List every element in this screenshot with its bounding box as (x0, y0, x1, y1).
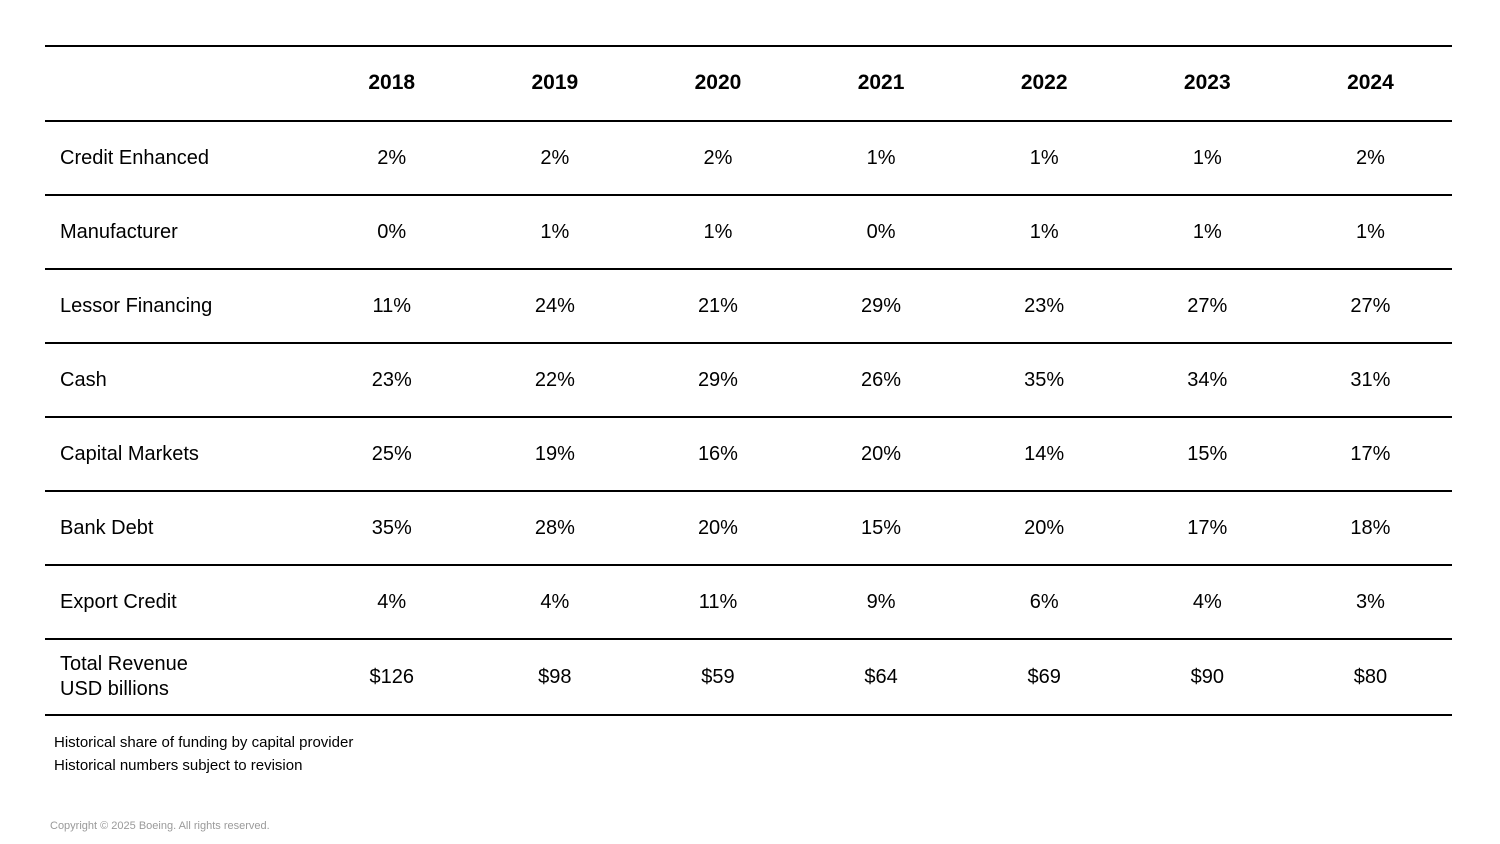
value-cell: 15% (1187, 442, 1228, 465)
value-cell: 6% (1029, 590, 1059, 613)
value-cell: 17% (1187, 516, 1228, 539)
value-cell: 16% (697, 442, 738, 465)
value-cell: 0% (377, 220, 407, 243)
value-cell: 1% (1355, 220, 1385, 243)
value-cell: 35% (371, 516, 412, 539)
table-row-credit-enhanced: Credit Enhanced 2% 2% 2% 1% 1% 1% 2% (45, 121, 1452, 195)
value-cell: 26% (861, 368, 902, 391)
value-cell: 4% (377, 590, 407, 613)
value-cell: 1% (1029, 146, 1059, 169)
value-cell: 1% (866, 146, 896, 169)
row-label: Cash (60, 368, 107, 391)
row-label: Capital Markets (60, 442, 199, 465)
value-cell: $69 (1027, 665, 1061, 688)
row-label: Lessor Financing (60, 294, 213, 317)
table-row-lessor-financing: Lessor Financing 11% 24% 21% 29% 23% 27%… (45, 269, 1452, 343)
footnotes: Historical share of funding by capital p… (54, 731, 353, 777)
value-cell: $80 (1353, 665, 1388, 688)
value-cell: 9% (866, 590, 896, 613)
row-label: Manufacturer (60, 220, 178, 243)
table-row-manufacturer: Manufacturer 0% 1% 1% 0% 1% 1% 1% (45, 195, 1452, 269)
value-cell: 11% (698, 590, 738, 613)
year-header-row: 2018 2019 2020 2021 2022 2023 2024 (45, 46, 1452, 121)
year-header-2024: 2024 (1347, 71, 1394, 95)
value-cell: $64 (864, 665, 898, 688)
value-cell: $98 (538, 665, 572, 688)
value-cell: 20% (697, 516, 738, 539)
value-cell: 31% (1350, 368, 1391, 391)
value-cell: 3% (1355, 590, 1385, 613)
table-row-total-revenue: Total Revenue USD billions $126 $98 $59 … (45, 639, 1452, 715)
value-cell: 15% (861, 516, 902, 539)
value-cell: 20% (1024, 516, 1065, 539)
year-header-2022: 2022 (1020, 71, 1068, 95)
table-row-export-credit: Export Credit 4% 4% 11% 9% 6% 4% 3% (45, 565, 1452, 639)
value-cell: 11% (372, 294, 412, 317)
value-cell: 14% (1024, 442, 1065, 465)
value-cell: 27% (1187, 294, 1228, 317)
row-label: Export Credit (60, 590, 177, 613)
year-header-2020: 2020 (694, 71, 742, 95)
value-cell: 21% (697, 294, 738, 317)
year-header-2019: 2019 (531, 71, 579, 95)
value-cell: 2% (703, 146, 733, 169)
value-cell: 0% (866, 220, 896, 243)
value-cell: 27% (1350, 294, 1391, 317)
value-cell: 1% (540, 220, 570, 243)
value-cell: 1% (1192, 146, 1222, 169)
value-cell: $59 (701, 665, 735, 688)
value-cell: 4% (540, 590, 570, 613)
row-label: Credit Enhanced (60, 146, 209, 169)
value-cell: 1% (703, 220, 733, 243)
value-cell: 23% (371, 368, 412, 391)
value-cell: 24% (534, 294, 575, 317)
year-header-2021: 2021 (857, 71, 905, 95)
table-row-bank-debt: Bank Debt 35% 28% 20% 15% 20% 17% 18% (45, 491, 1452, 565)
value-cell: 2% (540, 146, 570, 169)
value-cell: 18% (1350, 516, 1391, 539)
table-row-cash: Cash 23% 22% 29% 26% 35% 34% 31% (45, 343, 1452, 417)
value-cell: 17% (1350, 442, 1391, 465)
value-cell: 1% (1029, 220, 1059, 243)
value-cell: 19% (534, 442, 575, 465)
copyright-notice: Copyright © 2025 Boeing. All rights rese… (50, 820, 270, 832)
year-header-2018: 2018 (368, 71, 416, 95)
value-cell: 22% (534, 368, 575, 391)
value-cell: 4% (1192, 590, 1222, 613)
value-cell: 1% (1192, 220, 1222, 243)
year-header-2023: 2023 (1183, 71, 1231, 95)
corner-cell (45, 46, 310, 121)
value-cell: 35% (1024, 368, 1065, 391)
row-label: Total Revenue USD billions (60, 653, 188, 700)
value-cell: 34% (1187, 368, 1228, 391)
value-cell: 28% (534, 516, 575, 539)
value-cell: $90 (1190, 665, 1224, 688)
row-label: Bank Debt (60, 516, 154, 539)
value-cell: 2% (377, 146, 407, 169)
value-cell: 29% (861, 294, 902, 317)
value-cell: $126 (369, 665, 414, 688)
funding-share-table: 2018 2019 2020 2021 2022 2023 2024 Credi… (45, 45, 1452, 716)
value-cell: 2% (1355, 146, 1385, 169)
table-row-capital-markets: Capital Markets 25% 19% 16% 20% 14% 15% … (45, 417, 1452, 491)
value-cell: 23% (1024, 294, 1065, 317)
value-cell: 20% (861, 442, 902, 465)
footnote-line-2: Historical numbers subject to revision (54, 757, 303, 774)
footnote-line-1: Historical share of funding by capital p… (54, 734, 354, 751)
value-cell: 25% (371, 442, 412, 465)
value-cell: 29% (697, 368, 738, 391)
